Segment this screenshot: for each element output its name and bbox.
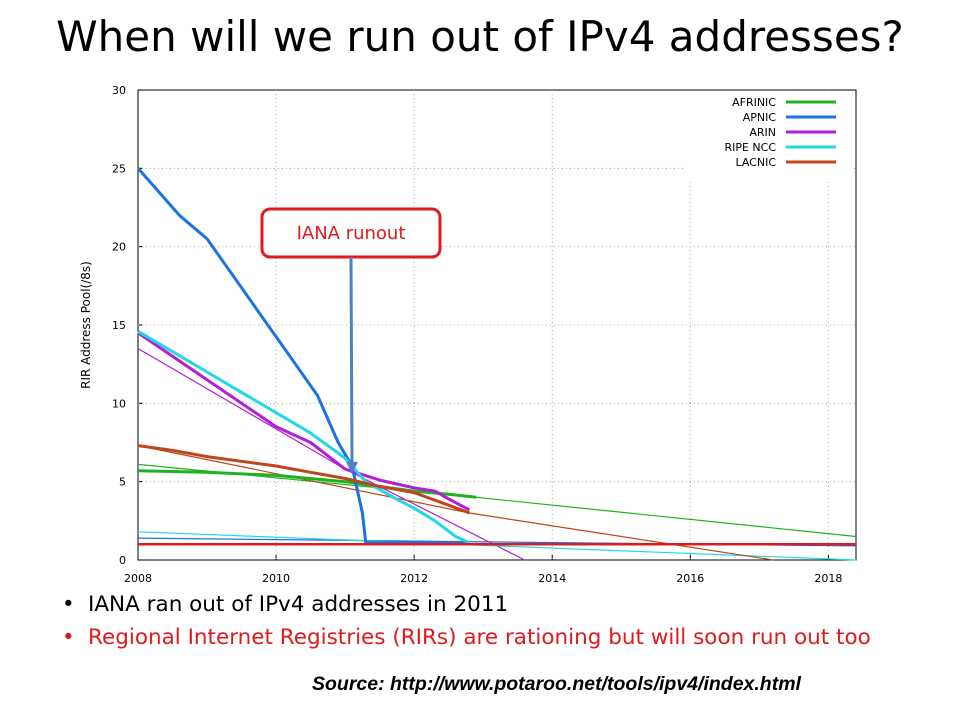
y-tick-label: 25 [112, 162, 126, 175]
y-axis-label: RIR Address Pool(/8s) [79, 261, 93, 389]
series-lines [136, 167, 856, 546]
bullet-dot-icon: • [62, 625, 75, 650]
x-tick-label: 2018 [814, 572, 842, 585]
legend-label: RIPE NCC [724, 141, 776, 154]
bullet-list: • IANA ran out of IPv4 addresses in 2011… [62, 592, 922, 658]
y-tick-label: 5 [119, 476, 126, 489]
legend-label: APNIC [743, 111, 777, 124]
y-tick-label: 20 [112, 241, 126, 254]
bullet-text: IANA ran out of IPv4 addresses in 2011 [88, 592, 509, 617]
y-tick-label: 15 [112, 319, 126, 332]
annotation-arrow [349, 256, 354, 466]
bullet-item: • IANA ran out of IPv4 addresses in 2011 [62, 592, 922, 617]
series-line-ripe-ncc [137, 330, 471, 545]
x-tick-label: 2010 [262, 572, 290, 585]
x-tick-label: 2012 [400, 572, 428, 585]
series-line-apnic [136, 167, 470, 545]
slide-title: When will we run out of IPv4 addresses? [56, 12, 904, 61]
series-line-arin [137, 331, 471, 512]
x-tick-label: 2016 [676, 572, 704, 585]
series-line-lacnic [137, 444, 470, 515]
legend-label: ARIN [749, 126, 776, 139]
annotation-label: IANA runout [297, 223, 406, 244]
legend-box [686, 92, 852, 180]
annotation-arrowhead [346, 461, 359, 474]
chart-axes: 2008 2010 2012 2014 2016 2018 0 5 10 15 20 25 30 RIR … [79, 84, 857, 585]
source-citation: Source: http://www.potaroo.net/tools/ipv… [312, 673, 801, 695]
bullet-dot-icon: • [62, 592, 75, 617]
projection-line-ripe-ncc [137, 531, 857, 561]
x-tick-label: 2008 [124, 572, 152, 585]
projection-lines [137, 347, 857, 561]
series-line-afrinic [137, 469, 477, 499]
legend-label: LACNIC [735, 156, 776, 169]
y-tick-label: 30 [112, 84, 126, 97]
iana-runout-annotation: IANA runout [260, 207, 442, 474]
bullet-text: Regional Internet Registries (RIRs) are … [88, 625, 871, 650]
bullet-item: • Regional Internet Registries (RIRs) ar… [62, 625, 928, 650]
chart-legend: AFRINIC APNIC ARIN RIPE NCC LACNIC [686, 92, 852, 180]
x-tick-label: 2014 [538, 572, 566, 585]
y-tick-label: 10 [112, 397, 126, 410]
legend-label: AFRINIC [732, 96, 776, 109]
y-tick-label: 0 [119, 554, 126, 567]
